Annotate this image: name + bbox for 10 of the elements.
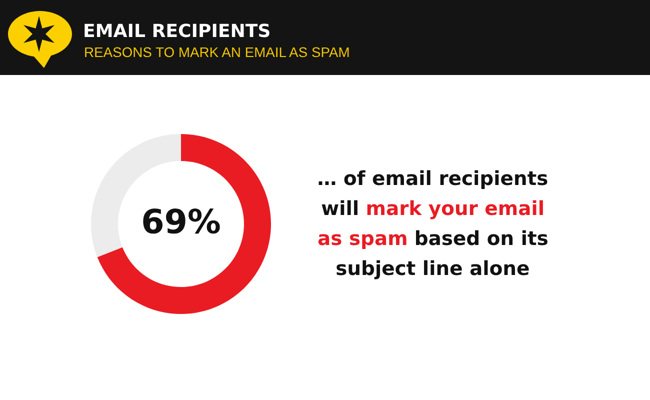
text: will — [322, 200, 358, 215]
text: … of email recipients — [318, 170, 548, 190]
text: based on its — [416, 230, 548, 246]
donut-slice — [97, 134, 271, 314]
text: subject line alone — [336, 260, 529, 280]
data-label: 69% — [143, 208, 220, 234]
text: mark your email — [367, 200, 543, 220]
chart-title: EMAIL RECIPIENTS — [84, 24, 270, 38]
text: as spam — [318, 234, 406, 250]
chart-subtitle: REASONS TO MARK AN EMAIL AS SPAM — [85, 47, 349, 58]
